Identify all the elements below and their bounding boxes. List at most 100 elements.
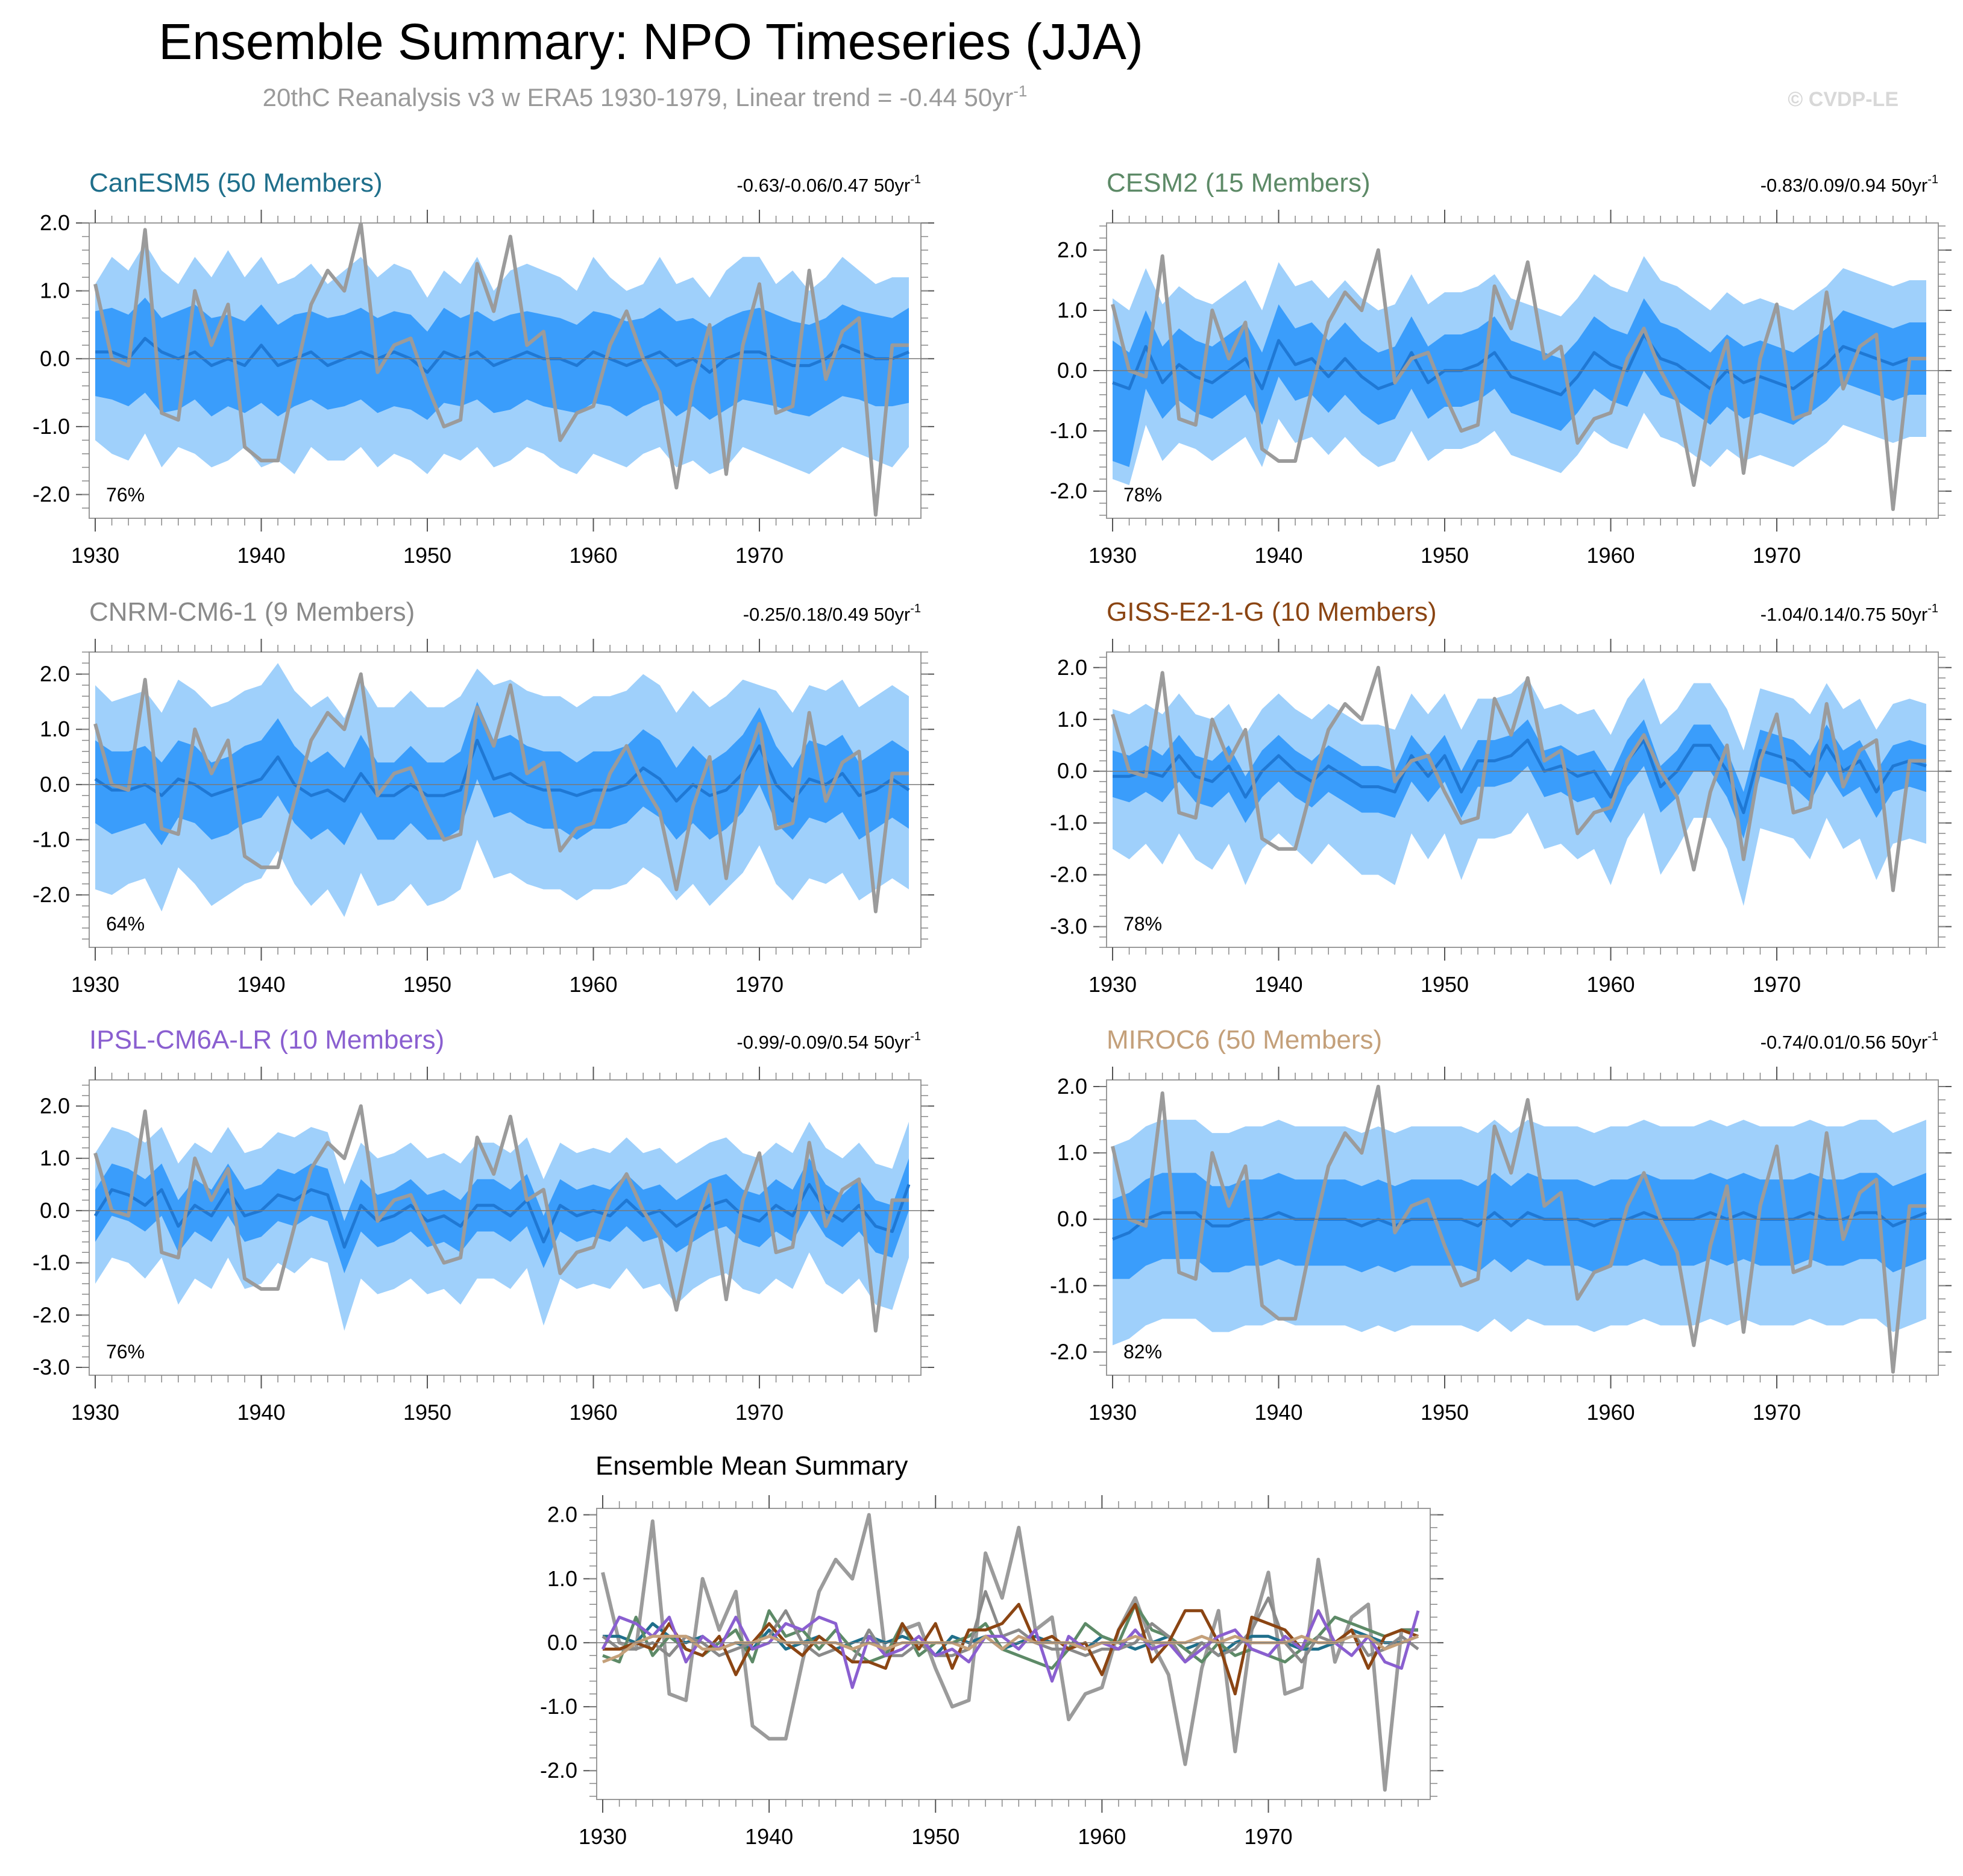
trend-value: -0.25/0.18/0.49 50yr — [743, 604, 910, 625]
plot-frame — [1106, 651, 1939, 948]
ensemble-mean-line — [94, 739, 910, 803]
y-tick-label: -2.0 — [540, 1758, 577, 1783]
summary-ens-mean-giss-e2-1-g — [603, 1602, 1419, 1696]
trend-label: -0.63/-0.06/0.47 50yr-1 — [737, 173, 921, 196]
x-tick-label: 1970 — [735, 543, 784, 568]
x-tick-label: 1960 — [1586, 972, 1635, 997]
x-tick-label: 1970 — [1753, 1400, 1801, 1425]
y-tick-label: 2.0 — [1057, 1074, 1087, 1099]
y-tick-label: 1.0 — [547, 1566, 577, 1591]
summary-observation-line — [601, 1513, 1418, 1792]
plot-frame — [89, 1079, 922, 1376]
panel-plot-area — [93, 663, 910, 917]
ensemble-25-75-band — [1113, 298, 1926, 467]
panel-title: MIROC6 (50 Members) — [1107, 1025, 1382, 1055]
y-tick-label: -1.0 — [33, 414, 70, 439]
observation-line — [93, 672, 909, 914]
panel-plot-area — [93, 1104, 911, 1333]
percent-label: 78% — [1123, 484, 1162, 506]
percent-label: 76% — [106, 1341, 145, 1363]
y-tick-label: -1.0 — [1050, 1273, 1087, 1297]
x-tick-label: 1960 — [569, 1400, 617, 1425]
trend-unit-sup: -1 — [910, 173, 921, 186]
x-tick-label: 1940 — [1254, 543, 1302, 568]
y-tick-label: -2.0 — [33, 1302, 70, 1327]
x-tick-label: 1930 — [1088, 1400, 1137, 1425]
plot-frame — [596, 1508, 1431, 1800]
ensemble-mean-line — [1113, 738, 1927, 814]
panels-layer: 2.0 1.0 0.0 -1.0 -2.0 1930 1940 1950 1960 1970 Can… — [33, 168, 1952, 1425]
trend-unit-sup: -1 — [910, 1030, 921, 1043]
y-tick-label: 1.0 — [1057, 298, 1087, 322]
trend-value: -0.74/0.01/0.56 50yr — [1760, 1032, 1927, 1053]
observation-line — [93, 223, 909, 517]
x-tick-label: 1970 — [1753, 543, 1801, 568]
panel-miroc6: 2.0 1.0 0.0 -1.0 -2.0 1930 1940 1950 1960 1970 MIR… — [1050, 1025, 1952, 1425]
trend-unit-sup: -1 — [910, 602, 921, 615]
y-tick-label: 1.0 — [1057, 707, 1087, 732]
x-tick-label: 1970 — [1244, 1824, 1292, 1849]
observation-line — [1111, 248, 1926, 511]
plot-frame — [89, 651, 922, 948]
y-tick-label: 1.0 — [1057, 1140, 1087, 1165]
summary-title: Ensemble Mean Summary — [595, 1451, 908, 1481]
trend-value: -0.99/-0.09/0.54 50yr — [737, 1032, 910, 1053]
trend-label: -1.04/0.14/0.75 50yr-1 — [1760, 602, 1938, 625]
y-tick-label: -2.0 — [1050, 478, 1087, 503]
observation-line — [1111, 665, 1926, 893]
y-tick-label: -1.0 — [1050, 811, 1087, 835]
ensemble-25-75-band — [95, 701, 909, 845]
y-tick-label: 0.0 — [40, 346, 70, 371]
plot-frame — [89, 222, 922, 519]
y-tick-label: -1.0 — [33, 827, 70, 852]
x-tick-label: 1940 — [237, 1400, 285, 1425]
summary-ens-mean-cnrm-cm6-1 — [601, 1590, 1419, 1664]
panel-title: GISS-E2-1-G (10 Members) — [1107, 597, 1437, 627]
trend-label: -0.74/0.01/0.56 50yr-1 — [1760, 1030, 1938, 1053]
x-tick-label: 1950 — [403, 1400, 451, 1425]
percent-label: 78% — [1123, 913, 1162, 935]
observation-line — [93, 1104, 909, 1333]
ensemble-25-75-band — [1113, 719, 1926, 839]
x-tick-label: 1960 — [1586, 1400, 1635, 1425]
trend-value: -0.63/-0.06/0.47 50yr — [737, 175, 910, 196]
x-tick-label: 1950 — [1421, 972, 1469, 997]
y-tick-label: -2.0 — [33, 482, 70, 507]
y-tick-label: -2.0 — [33, 882, 70, 907]
y-tick-label: -3.0 — [1050, 914, 1087, 939]
x-tick-label: 1940 — [1254, 972, 1302, 997]
percent-label: 64% — [106, 913, 145, 935]
y-tick-label: 1.0 — [40, 278, 70, 303]
y-tick-label: 0.0 — [40, 1198, 70, 1223]
y-tick-label: 1.0 — [40, 717, 70, 741]
trend-label: -0.83/0.09/0.94 50yr-1 — [1760, 173, 1938, 196]
x-tick-label: 1970 — [735, 1400, 784, 1425]
observation-line — [1111, 1085, 1926, 1374]
panel-canesm5: 2.0 1.0 0.0 -1.0 -2.0 1930 1940 1950 1960 1970 Can… — [33, 168, 934, 568]
panel-title: CESM2 (15 Members) — [1107, 168, 1371, 198]
x-tick-label: 1970 — [735, 972, 784, 997]
x-tick-label: 1930 — [1088, 543, 1137, 568]
x-tick-label: 1960 — [569, 972, 617, 997]
panel-plot-area — [1111, 1085, 1927, 1374]
summary-plot-area — [601, 1513, 1420, 1792]
panel-plot-area — [1111, 248, 1926, 511]
panel-cnrm-cm6-1: 2.0 1.0 0.0 -1.0 -2.0 1930 1940 1950 1960 1970 CNR… — [33, 597, 934, 997]
main-title: Ensemble Summary: NPO Timeseries (JJA) — [159, 13, 1143, 70]
x-tick-label: 1930 — [71, 972, 119, 997]
panel-plot-area — [93, 223, 909, 517]
x-tick-label: 1960 — [1586, 543, 1635, 568]
y-tick-label: 2.0 — [1057, 655, 1087, 680]
y-tick-label: 0.0 — [547, 1630, 577, 1655]
panel-giss-e2-1-g: 2.0 1.0 0.0 -1.0 -2.0 -3.0 1930 1940 1950 1960 197… — [1050, 597, 1952, 997]
y-tick-label: 0.0 — [40, 772, 70, 797]
y-tick-label: 2.0 — [547, 1502, 577, 1527]
x-tick-label: 1940 — [1254, 1400, 1302, 1425]
panel-plot-area — [1111, 665, 1927, 906]
x-tick-label: 1940 — [237, 972, 285, 997]
x-tick-label: 1950 — [1421, 1400, 1469, 1425]
y-tick-label: 2.0 — [40, 210, 70, 235]
y-tick-label: -1.0 — [1050, 418, 1087, 443]
panel-cesm2: 2.0 1.0 0.0 -1.0 -2.0 1930 1940 1950 1960 1970 CES… — [1050, 168, 1952, 568]
